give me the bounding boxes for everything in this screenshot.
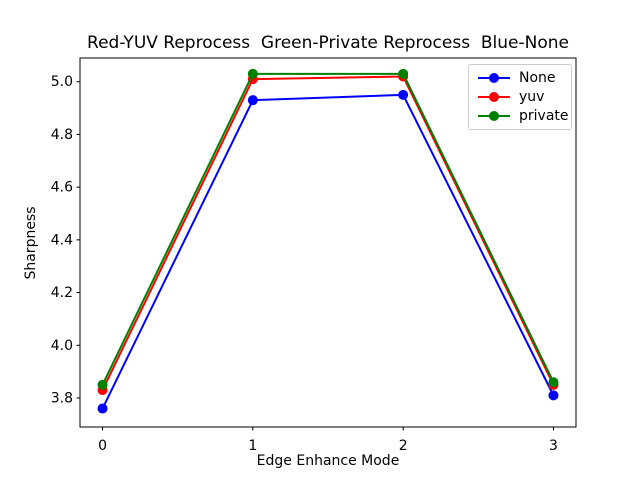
data-marker-none xyxy=(548,390,559,401)
y-axis-label: Sharpness xyxy=(23,206,39,280)
x-tick-label: 2 xyxy=(399,438,408,454)
line-marker-icon xyxy=(478,91,510,102)
legend-label: yuv xyxy=(519,88,545,105)
chart-title: Red-YUV Reprocess Green-Private Reproces… xyxy=(87,33,569,53)
data-marker-private xyxy=(548,377,559,388)
legend-label: private xyxy=(519,108,569,125)
x-tick-label: 3 xyxy=(549,438,558,454)
y-tick-label: 4.2 xyxy=(51,285,73,301)
data-marker-none xyxy=(398,89,409,100)
x-tick-label: 0 xyxy=(98,438,107,454)
y-tick-label: 4.0 xyxy=(51,338,73,354)
y-tick-label: 3.8 xyxy=(51,391,73,407)
data-marker-none xyxy=(247,95,258,106)
data-marker-none xyxy=(97,403,108,414)
series-line-none xyxy=(101,93,555,409)
x-axis-label: Edge Enhance Mode xyxy=(256,453,400,469)
series-line-yuv xyxy=(101,75,555,391)
axes-frame xyxy=(79,57,577,428)
legend-item-yuv: yuv xyxy=(477,90,565,104)
line-marker-icon xyxy=(478,72,510,83)
legend: None yuv private xyxy=(468,64,572,130)
data-marker-private xyxy=(398,68,409,79)
legend-label: None xyxy=(519,69,556,86)
y-tick-label: 4.4 xyxy=(51,232,73,248)
y-tick-label: 4.8 xyxy=(51,127,73,143)
line-marker-icon xyxy=(478,111,510,122)
legend-item-private: private xyxy=(477,109,569,123)
y-tick-label: 5.0 xyxy=(51,74,73,90)
x-tick-label: 1 xyxy=(248,438,257,454)
data-marker-private xyxy=(97,379,108,390)
series-line-private xyxy=(101,72,555,386)
y-tick-label: 4.6 xyxy=(51,180,73,196)
data-marker-private xyxy=(247,68,258,79)
legend-item-none: None xyxy=(477,71,565,85)
